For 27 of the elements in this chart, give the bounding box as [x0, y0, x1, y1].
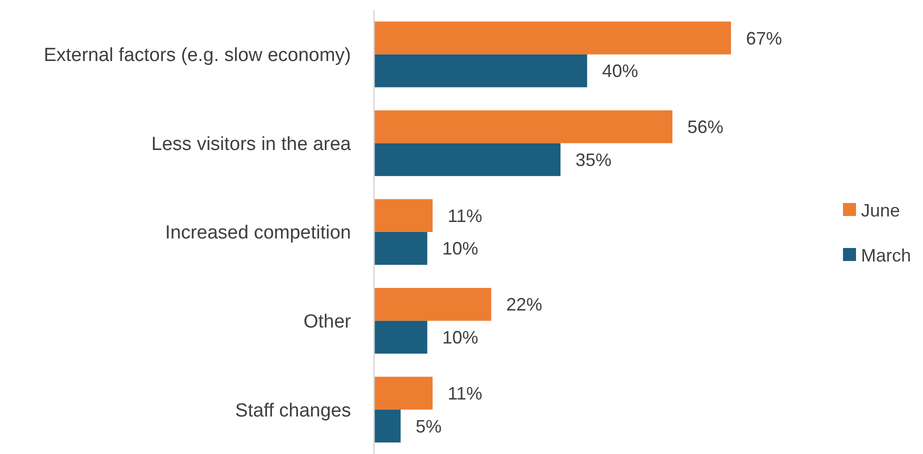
data-label: 11% [448, 206, 482, 226]
bar [374, 410, 401, 442]
data-label: 40% [602, 61, 638, 82]
bar [374, 232, 428, 265]
bar [374, 199, 433, 232]
data-label: 5% [416, 416, 442, 436]
bar [374, 376, 433, 410]
data-label: 11% [448, 383, 482, 404]
legend-label: June [861, 200, 900, 220]
y-tick-label: External factors (e.g. slow economy) [44, 45, 351, 66]
y-tick-label: Less visitors in the area [151, 134, 352, 155]
bar [374, 22, 731, 54]
bar [374, 143, 560, 176]
data-label: 22% [506, 294, 542, 315]
y-tick-label: Other [303, 311, 352, 332]
data-label: 35% [575, 150, 612, 170]
bar [374, 54, 588, 88]
data-label: 67% [746, 28, 782, 48]
data-label: 56% [687, 117, 724, 138]
y-tick-label: Increased competition [165, 222, 351, 244]
bar [374, 110, 672, 144]
legend-label: March [861, 245, 912, 266]
data-label: 10% [442, 238, 478, 259]
bar [374, 288, 492, 321]
data-label: 10% [442, 328, 478, 348]
y-tick-label: Staff changes [235, 400, 351, 422]
bar [374, 320, 428, 354]
